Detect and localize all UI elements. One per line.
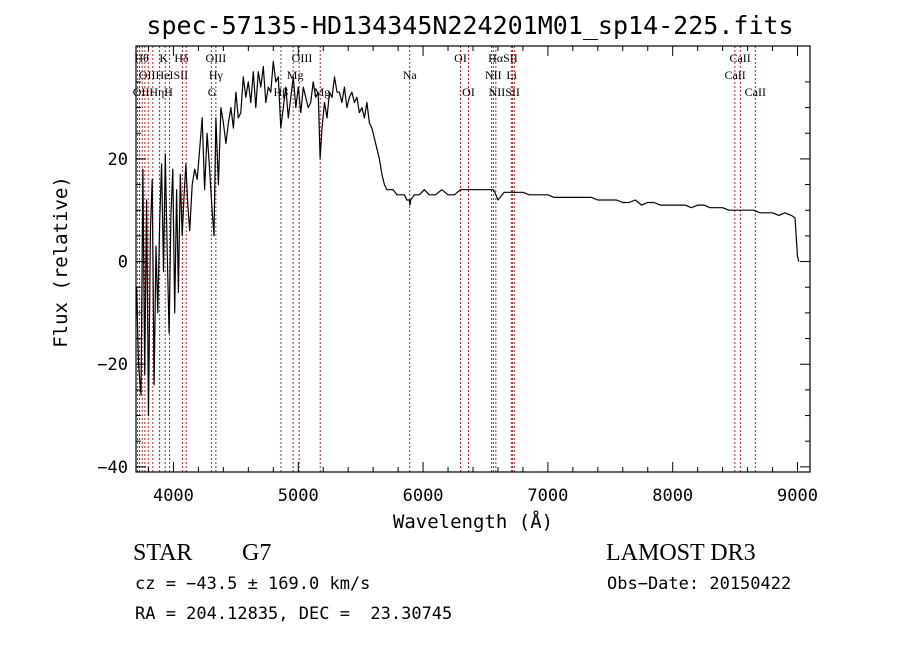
- marker-label: OIIHηH: [133, 85, 174, 99]
- y-tick-label: 0: [118, 253, 128, 273]
- marker-label: Hδ: [174, 51, 189, 65]
- x-axis-label: Wavelength (Å): [393, 510, 553, 533]
- spectrum-line: [136, 60, 800, 417]
- marker-label: CaII: [724, 68, 745, 82]
- y-axis-label: Flux (relative): [50, 176, 72, 348]
- x-tick-label: 9000: [777, 486, 818, 506]
- marker-label: OIII: [292, 51, 313, 65]
- marker-label: HαSII: [488, 51, 518, 65]
- marker-label: OI: [454, 51, 467, 65]
- object-subclass: G7: [242, 540, 272, 566]
- marker-label: CaII: [745, 85, 766, 99]
- observation-date: Obs−Date: 20150422: [607, 574, 792, 594]
- marker-label: NII: [485, 68, 502, 82]
- line-markers: [137, 46, 756, 472]
- redshift-velocity: cz = −43.5 ± 169.0 km/s: [135, 574, 371, 594]
- x-axis: 4000 5000 6000 7000 8000 9000: [147, 46, 818, 506]
- x-tick-label: 6000: [403, 486, 444, 506]
- marker-label: Hθ: [134, 51, 149, 65]
- x-tick-label: 5000: [278, 486, 319, 506]
- marker-label: OI: [462, 85, 475, 99]
- marker-label: G: [208, 85, 217, 99]
- y-axis: −40 −20 0 20: [97, 81, 810, 478]
- marker-label: NIISII: [489, 85, 520, 99]
- line-marker-labels: Hθ K Hδ OIII OIII OI HαSII CaII OIIHeISII Hγ Mg Na N…: [133, 51, 766, 99]
- x-tick-label: 7000: [527, 486, 568, 506]
- y-tick-label: 20: [108, 150, 128, 170]
- marker-label: K: [159, 51, 168, 65]
- y-tick-label: −40: [97, 458, 128, 478]
- marker-label: OIIHeISII: [139, 68, 188, 82]
- object-class: STAR: [133, 540, 193, 566]
- marker-label: Mg: [287, 68, 304, 82]
- marker-label: Na: [403, 68, 418, 82]
- x-tick-label: 8000: [652, 486, 693, 506]
- coordinates: RA = 204.12835, DEC = 23.30745: [135, 604, 453, 624]
- survey-name: LAMOST DR3: [606, 540, 756, 566]
- chart-title: spec-57135-HD134345N224201M01_sp14-225.f…: [146, 11, 793, 40]
- marker-label: Li: [506, 68, 517, 82]
- marker-label: Hγ: [209, 68, 224, 82]
- marker-label: OIII: [206, 51, 227, 65]
- marker-label: CaII: [729, 51, 750, 65]
- y-tick-label: −20: [97, 355, 128, 375]
- x-tick-label: 4000: [153, 486, 194, 506]
